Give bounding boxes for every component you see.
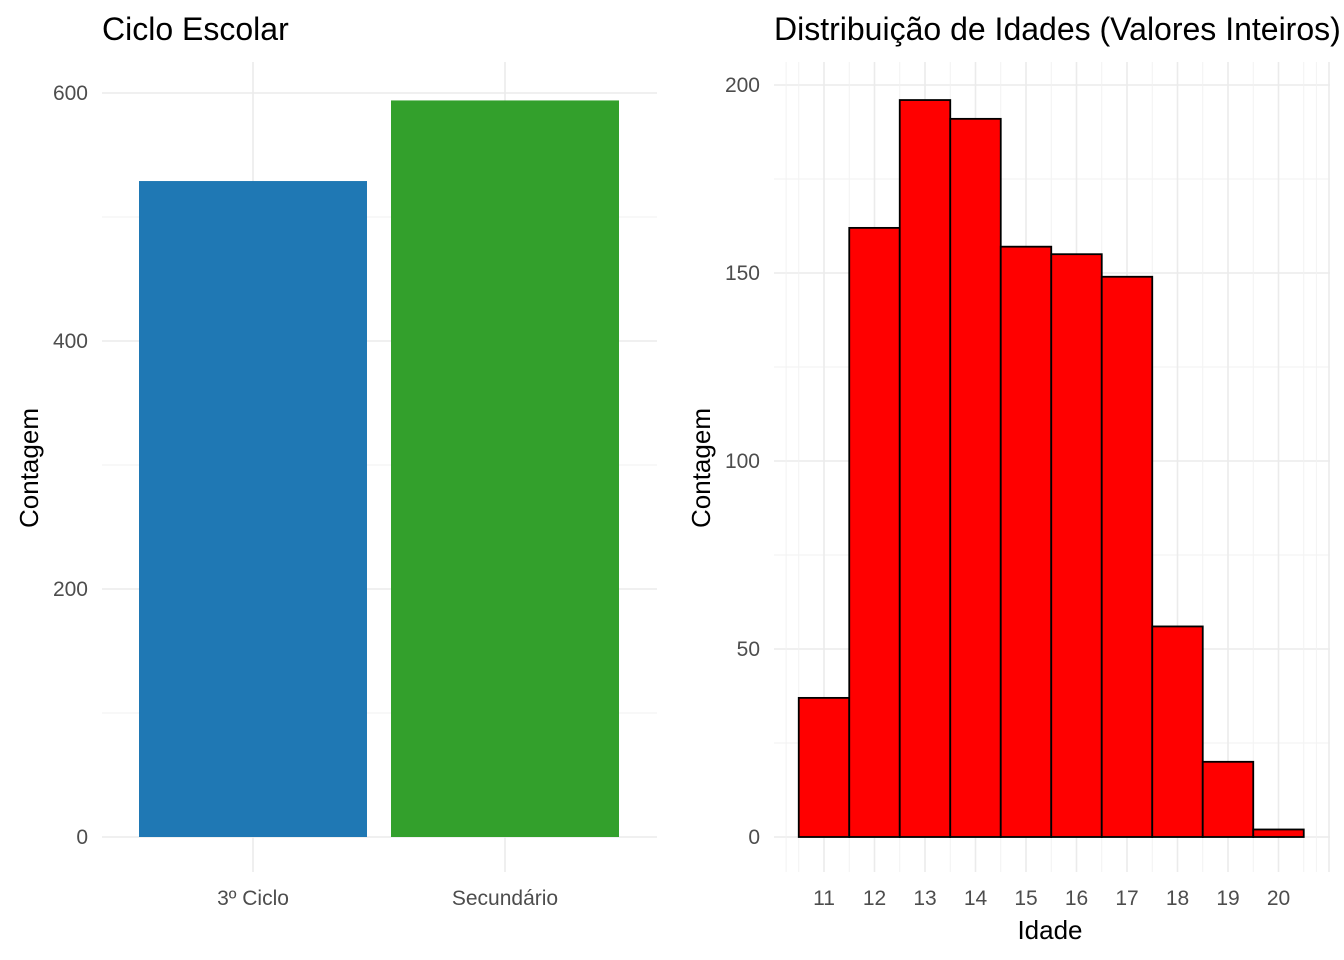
left-y-tick-label: 600 [53, 82, 88, 105]
right-y-tick-labels: 0 50 100 150 200 [725, 74, 760, 849]
right-x-tick-label: 19 [1216, 887, 1239, 910]
left-x-tick-labels: 3º Ciclo Secundário [217, 887, 558, 910]
histogram-bar-age-17 [1100, 275, 1154, 838]
right-y-tick-label: 200 [725, 74, 760, 97]
left-y-tick-label: 200 [53, 578, 88, 601]
right-y-tick-label: 100 [725, 450, 760, 473]
right-x-tick-labels: 11 12 13 14 15 16 17 18 19 20 [813, 887, 1290, 910]
left-bars [139, 100, 619, 838]
histogram-bar-age-14 [949, 117, 1002, 838]
left-chart-title: Ciclo Escolar [102, 11, 289, 47]
right-y-tick-label: 0 [748, 826, 760, 849]
histogram-bar-age-20 [1252, 828, 1305, 838]
right-x-tick-label: 12 [863, 887, 886, 910]
right-x-tick-label: 13 [913, 887, 936, 910]
histogram-bar-age-18 [1151, 625, 1204, 838]
right-x-tick-label: 16 [1065, 887, 1088, 910]
left-y-tick-labels: 0 200 400 600 [53, 82, 88, 849]
right-y-tick-label: 50 [737, 638, 760, 661]
right-x-tick-label: 15 [1014, 887, 1037, 910]
right-y-tick-label: 150 [725, 262, 760, 285]
right-x-tick-label: 17 [1115, 887, 1138, 910]
histogram-bar-age-12 [848, 226, 901, 838]
right-x-tick-label: 18 [1166, 887, 1189, 910]
histogram-bar-age-13 [898, 99, 952, 838]
right-x-axis-title: Idade [1017, 915, 1082, 945]
histogram-bar-age-19 [1201, 760, 1255, 838]
histogram-bar-age-11 [797, 696, 851, 838]
left-y-axis-title: Contagem [14, 408, 44, 528]
right-x-tick-label: 11 [813, 887, 835, 910]
right-chart-title: Distribuição de Idades (Valores Inteiros… [774, 11, 1341, 47]
left-y-tick-label: 400 [53, 330, 88, 353]
bar-3o-ciclo [139, 181, 367, 838]
left-x-tick-label: Secundário [452, 887, 558, 910]
ciclo-escolar-chart: 0 200 400 600 3º Ciclo Secundário Ciclo Esco… [14, 11, 657, 910]
right-x-tick-label: 20 [1267, 887, 1290, 910]
right-bars [797, 99, 1305, 838]
age-distribution-chart: 0 50 100 150 200 11 12 13 14 15 16 17 18 19 20 Distri… [686, 11, 1341, 945]
right-y-axis-title: Contagem [686, 408, 716, 528]
histogram-bar-age-15 [999, 245, 1053, 838]
histogram-bar-age-16 [1050, 253, 1103, 838]
right-x-tick-label: 14 [964, 887, 988, 910]
left-x-tick-label: 3º Ciclo [217, 887, 289, 910]
left-y-tick-label: 0 [76, 826, 88, 849]
bar-secundario [391, 100, 619, 837]
